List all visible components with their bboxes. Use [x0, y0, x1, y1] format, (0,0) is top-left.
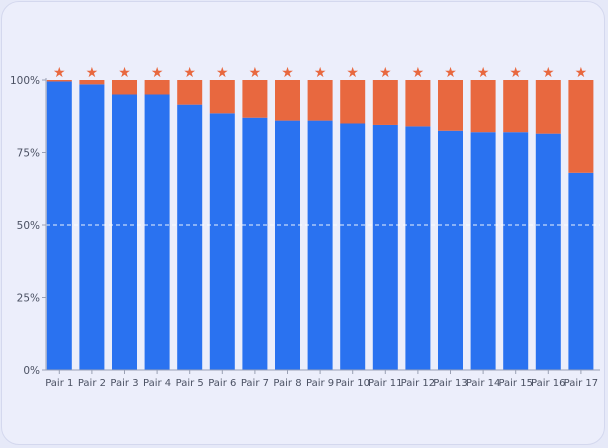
bar-segment-secondary	[503, 80, 529, 133]
x-tick-label: Pair 1	[45, 378, 73, 389]
x-tick-label: Pair 4	[143, 378, 171, 389]
bar-segment-primary	[307, 120, 333, 370]
bar-segment-secondary	[242, 80, 268, 118]
bar-segment-secondary	[340, 80, 366, 124]
x-tick-label: Pair 17	[564, 378, 599, 389]
x-tick-label: Pair 9	[306, 378, 334, 389]
axes-group: 0% 25% 50% 75% 100% Pair 1 Pair 2 Pair 3 Pair 4 P…	[10, 75, 600, 389]
star-marker-icon: ★	[151, 65, 164, 81]
star-marker-icon: ★	[542, 65, 555, 81]
x-tick-label: Pair 12	[401, 378, 436, 389]
overlay-group: ★ ★ ★ ★ ★ ★ ★ ★ ★ ★ ★ ★ ★ ★ ★ ★ ★	[46, 65, 600, 226]
x-tick-label: Pair 7	[241, 378, 269, 389]
bar-segment-primary	[438, 130, 463, 370]
star-marker-icon: ★	[249, 65, 262, 81]
bar-segment-primary	[568, 172, 594, 370]
x-tick-label: Pair 5	[176, 378, 204, 389]
bar-segment-secondary	[535, 80, 561, 134]
star-marker-icon: ★	[412, 65, 425, 81]
x-tick-label: Pair 15	[498, 378, 533, 389]
star-marker-icon: ★	[314, 65, 327, 81]
star-marker-icon: ★	[53, 65, 66, 81]
y-tick-label: 0%	[23, 365, 40, 377]
star-marker-icon: ★	[183, 65, 196, 81]
bar-segment-secondary	[438, 80, 463, 131]
bar-segment-primary	[503, 132, 529, 370]
y-tick-label: 25%	[17, 293, 40, 305]
bar-segment-primary	[177, 104, 203, 371]
star-marker-icon: ★	[281, 65, 294, 81]
bar-segment-primary	[535, 133, 561, 370]
bar-segment-primary	[405, 126, 431, 371]
x-tick-label: Pair 6	[208, 378, 236, 389]
x-tick-label: Pair 3	[110, 378, 138, 389]
bar-segment-secondary	[177, 80, 203, 105]
bar-segment-secondary	[112, 80, 137, 95]
bar-segment-secondary	[79, 80, 105, 85]
star-marker-icon: ★	[509, 65, 522, 81]
x-tick-label: Pair 2	[78, 378, 106, 389]
star-marker-icon: ★	[86, 65, 99, 81]
bar-segment-primary	[209, 113, 235, 370]
bar-segment-secondary	[275, 80, 300, 121]
bar-segment-secondary	[372, 80, 398, 125]
bar-segment-primary	[242, 117, 268, 370]
y-tick-label: 100%	[10, 75, 40, 87]
bar-segment-secondary	[209, 80, 235, 114]
bars-group	[46, 80, 594, 371]
x-tick-label: Pair 11	[368, 378, 403, 389]
y-tick-label: 50%	[17, 220, 40, 232]
x-tick-label: Pair 13	[433, 378, 468, 389]
bar-segment-secondary	[470, 80, 496, 133]
star-marker-icon: ★	[118, 65, 131, 81]
star-marker-icon: ★	[477, 65, 490, 81]
bar-segment-primary	[275, 120, 300, 370]
x-tick-label: Pair 8	[273, 378, 301, 389]
star-marker-icon: ★	[379, 65, 392, 81]
star-marker-icon: ★	[346, 65, 359, 81]
x-tick-label: Pair 10	[335, 378, 370, 389]
x-tick-label: Pair 16	[531, 378, 566, 389]
star-marker-icon: ★	[575, 65, 588, 81]
bar-segment-secondary	[144, 80, 170, 95]
bar-segment-secondary	[307, 80, 333, 121]
bar-segment-primary	[372, 124, 398, 370]
bar-segment-primary	[340, 123, 366, 370]
bar-segment-secondary	[405, 80, 431, 127]
bar-segment-primary	[79, 84, 105, 370]
x-tick-label: Pair 14	[466, 378, 501, 389]
bar-segment-primary	[112, 94, 137, 370]
star-marker-icon: ★	[216, 65, 229, 81]
bar-segment-primary	[144, 94, 170, 370]
y-tick-label: 75%	[17, 148, 40, 160]
bar-segment-secondary	[46, 80, 72, 82]
star-marker-icon: ★	[444, 65, 457, 81]
bar-segment-secondary	[568, 80, 594, 173]
bar-segment-primary	[470, 132, 496, 370]
bar-segment-primary	[46, 81, 72, 370]
